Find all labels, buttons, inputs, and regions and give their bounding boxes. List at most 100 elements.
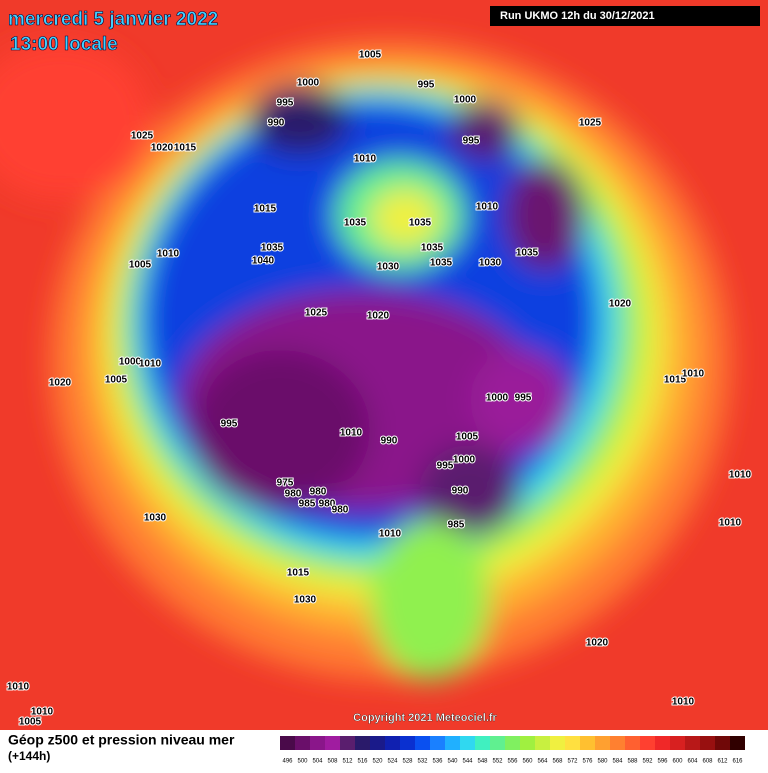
colorbar-cell	[505, 736, 520, 750]
isobar-label: 995	[437, 461, 454, 472]
isobar-label: 1020	[151, 143, 174, 154]
isobar-label: 1010	[157, 249, 180, 260]
isobar-label: 1025	[131, 131, 154, 142]
colorbar-label: 524	[387, 759, 398, 765]
colorbar-label: 560	[522, 759, 533, 765]
colorbar-label: 592	[642, 759, 653, 765]
isobar-label: 1000	[119, 357, 142, 368]
isobar-label: 1015	[287, 568, 310, 579]
isobar-label: 1010	[139, 359, 162, 370]
geopotential-field	[0, 40, 730, 680]
colorbar: 496 500 504 508 512 516 520 524 528 532 536 540 544 5…	[280, 736, 745, 765]
isobar-label: 1005	[456, 432, 479, 443]
time-title: 13:00 locale	[10, 34, 118, 55]
isobar-label: 995	[418, 80, 435, 91]
colorbar-label: 604	[687, 759, 698, 765]
isobar-label: 1020	[367, 311, 390, 322]
colorbar-label: 572	[567, 759, 578, 765]
colorbar-cell	[280, 736, 295, 750]
colorbar-cell	[730, 736, 745, 750]
isobar-label: 1035	[261, 243, 284, 254]
colorbar-label: 616	[732, 759, 743, 765]
colorbar-cell	[580, 736, 595, 750]
legend-subtitle: (+144h)	[8, 749, 50, 763]
colorbar-cell	[610, 736, 625, 750]
isobar-label: 980	[332, 505, 349, 516]
colorbar-cell	[595, 736, 610, 750]
colorbar-cell	[535, 736, 550, 750]
colorbar-cell	[640, 736, 655, 750]
colorbar-label: 516	[357, 759, 368, 765]
colorbar-cell	[325, 736, 340, 750]
isobar-label: 1030	[377, 262, 400, 273]
isobar-label: 1000	[454, 95, 477, 106]
colorbar-cell	[490, 736, 505, 750]
isobar-label: 1010	[719, 518, 742, 529]
colorbar-label: 568	[552, 759, 563, 765]
isobar-label: 1035	[516, 248, 539, 259]
colorbar-cell	[310, 736, 325, 750]
colorbar-cell	[340, 736, 355, 750]
colorbar-label: 556	[507, 759, 518, 765]
colorbar-label: 548	[477, 759, 488, 765]
colorbar-label: 600	[672, 759, 683, 765]
isobar-label: 1015	[254, 204, 277, 215]
colorbar-label: 580	[597, 759, 608, 765]
isobar-label: 1010	[672, 697, 695, 708]
colorbar-label: 552	[492, 759, 503, 765]
isobar-label: 1005	[105, 375, 128, 386]
date-title: mercredi 5 janvier 2022	[8, 9, 218, 30]
colorbar-cell	[520, 736, 535, 750]
colorbar-cell	[385, 736, 400, 750]
isobar-label: 980	[285, 489, 302, 500]
isobar-label: 1020	[586, 638, 609, 649]
isobar-label: 1010	[476, 202, 499, 213]
colorbar-label: 528	[402, 759, 413, 765]
colorbar-cell	[655, 736, 670, 750]
colorbar-label: 532	[417, 759, 428, 765]
colorbar-cell	[460, 736, 475, 750]
colorbar-label: 512	[342, 759, 353, 765]
isobar-label: 1040	[252, 256, 275, 267]
isobar-label: 1000	[297, 78, 320, 89]
run-info: Run UKMO 12h du 30/12/2021	[500, 10, 655, 22]
isobar-label: 990	[381, 436, 398, 447]
colorbar-label: 500	[297, 759, 308, 765]
colorbar-cell	[670, 736, 685, 750]
isobar-label: 1010	[729, 470, 752, 481]
isobar-label: 1005	[129, 260, 152, 271]
colorbar-cell	[400, 736, 415, 750]
isobar-label: 1010	[354, 154, 377, 165]
colorbar-cell	[565, 736, 580, 750]
header-box: Run UKMO 12h du 30/12/2021 mercredi 5 ja…	[8, 6, 760, 724]
colorbar-label: 520	[372, 759, 383, 765]
isobar-label: 980	[310, 487, 327, 498]
isobar-label: 1010	[7, 682, 30, 693]
isobar-label: 985	[299, 499, 316, 510]
colorbar-label: 540	[447, 759, 458, 765]
colorbar-label: 508	[327, 759, 338, 765]
isobar-label: 1000	[486, 393, 509, 404]
run-box	[490, 6, 760, 26]
colorbar-cell	[295, 736, 310, 750]
legend-title: Géop z500 et pression niveau mer	[8, 732, 235, 748]
isobar-label: 1035	[409, 218, 432, 229]
colorbar-cell	[475, 736, 490, 750]
isobar-label: 995	[463, 136, 480, 147]
isobar-label: 1005	[19, 717, 42, 728]
colorbar-cell	[715, 736, 730, 750]
isobar-label: 1015	[664, 375, 687, 386]
isobar-label: 1000	[453, 455, 476, 466]
isobar-label: 1035	[430, 258, 453, 269]
isobar-label: 1030	[294, 595, 317, 606]
isobar-label: 1025	[579, 118, 602, 129]
isobar-label: 1010	[379, 529, 402, 540]
colorbar-cell	[625, 736, 640, 750]
isobar-label: 990	[268, 118, 285, 129]
colorbar-label: 576	[582, 759, 593, 765]
isobar-label: 1035	[344, 218, 367, 229]
isobar-label: 1010	[682, 369, 705, 380]
colorbar-label: 588	[627, 759, 638, 765]
